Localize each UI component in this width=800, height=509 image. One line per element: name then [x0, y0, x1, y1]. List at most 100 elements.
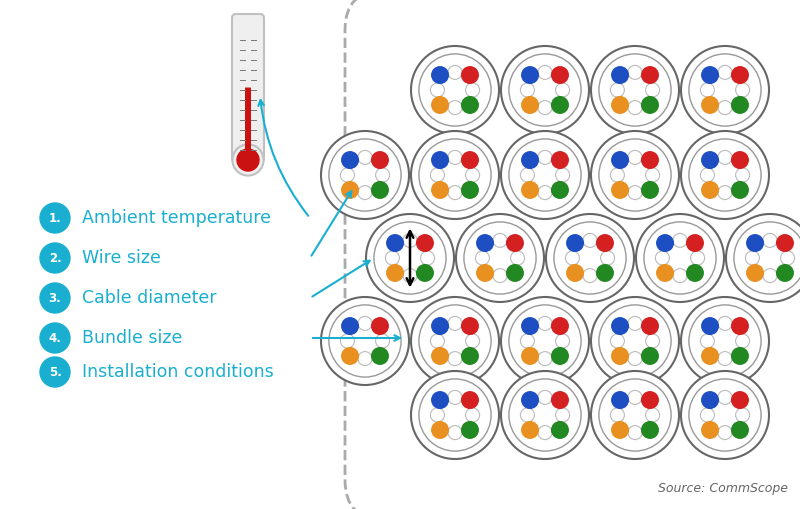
Circle shape — [644, 222, 716, 294]
Circle shape — [501, 297, 589, 385]
Circle shape — [583, 234, 597, 247]
Circle shape — [520, 334, 534, 348]
Circle shape — [403, 234, 417, 247]
Circle shape — [233, 145, 264, 176]
Circle shape — [641, 96, 659, 114]
Circle shape — [358, 317, 372, 330]
Circle shape — [431, 347, 449, 365]
Circle shape — [655, 251, 670, 265]
Circle shape — [374, 222, 446, 294]
Circle shape — [763, 234, 777, 247]
Circle shape — [656, 234, 674, 252]
Circle shape — [461, 391, 479, 409]
Circle shape — [538, 390, 552, 404]
Circle shape — [599, 54, 671, 126]
Circle shape — [40, 243, 70, 273]
Circle shape — [673, 234, 687, 247]
Circle shape — [506, 264, 524, 282]
Circle shape — [718, 390, 732, 404]
Circle shape — [521, 151, 539, 169]
Circle shape — [419, 54, 491, 126]
Circle shape — [421, 251, 434, 265]
Circle shape — [641, 317, 659, 335]
Circle shape — [461, 151, 479, 169]
Circle shape — [689, 305, 761, 377]
Circle shape — [736, 168, 750, 182]
Circle shape — [551, 421, 569, 439]
Circle shape — [448, 390, 462, 404]
Circle shape — [521, 66, 539, 84]
Circle shape — [611, 181, 629, 199]
Circle shape — [461, 181, 479, 199]
Circle shape — [641, 151, 659, 169]
Circle shape — [555, 408, 570, 422]
Circle shape — [371, 181, 389, 199]
Circle shape — [411, 297, 499, 385]
Circle shape — [341, 168, 354, 182]
Circle shape — [431, 317, 449, 335]
Circle shape — [461, 421, 479, 439]
Circle shape — [566, 234, 584, 252]
Circle shape — [509, 305, 581, 377]
Circle shape — [419, 305, 491, 377]
Circle shape — [636, 214, 724, 302]
Circle shape — [591, 297, 679, 385]
Circle shape — [461, 317, 479, 335]
Circle shape — [686, 234, 704, 252]
Circle shape — [628, 390, 642, 404]
Circle shape — [416, 234, 434, 252]
Circle shape — [689, 139, 761, 211]
Circle shape — [501, 131, 589, 219]
Circle shape — [538, 317, 552, 330]
Circle shape — [358, 186, 372, 200]
Text: Source: CommScope: Source: CommScope — [658, 482, 788, 495]
Circle shape — [376, 334, 390, 348]
Circle shape — [509, 139, 581, 211]
Circle shape — [538, 150, 552, 164]
Circle shape — [611, 66, 629, 84]
Circle shape — [596, 264, 614, 282]
Circle shape — [40, 357, 70, 387]
Circle shape — [555, 168, 570, 182]
Circle shape — [681, 131, 769, 219]
Circle shape — [731, 421, 749, 439]
Circle shape — [366, 214, 454, 302]
Circle shape — [628, 101, 642, 115]
Circle shape — [538, 101, 552, 115]
Circle shape — [386, 234, 404, 252]
Circle shape — [736, 334, 750, 348]
Circle shape — [701, 347, 719, 365]
Circle shape — [566, 251, 579, 265]
Circle shape — [641, 66, 659, 84]
Circle shape — [601, 251, 614, 265]
Circle shape — [610, 83, 624, 97]
Circle shape — [521, 421, 539, 439]
Circle shape — [521, 391, 539, 409]
Circle shape — [628, 426, 642, 440]
Circle shape — [538, 426, 552, 440]
Circle shape — [555, 83, 570, 97]
Circle shape — [610, 334, 624, 348]
Circle shape — [329, 305, 401, 377]
Circle shape — [506, 234, 524, 252]
Circle shape — [461, 66, 479, 84]
Circle shape — [673, 269, 687, 282]
Circle shape — [551, 181, 569, 199]
Circle shape — [701, 66, 719, 84]
Circle shape — [641, 347, 659, 365]
Circle shape — [520, 168, 534, 182]
Circle shape — [466, 334, 480, 348]
Circle shape — [448, 426, 462, 440]
Circle shape — [599, 139, 671, 211]
Circle shape — [386, 251, 399, 265]
Circle shape — [329, 139, 401, 211]
Circle shape — [448, 186, 462, 200]
Circle shape — [419, 139, 491, 211]
Circle shape — [566, 264, 584, 282]
Circle shape — [461, 96, 479, 114]
Circle shape — [731, 181, 749, 199]
Circle shape — [681, 46, 769, 134]
Circle shape — [448, 65, 462, 79]
Circle shape — [731, 317, 749, 335]
Circle shape — [431, 421, 449, 439]
